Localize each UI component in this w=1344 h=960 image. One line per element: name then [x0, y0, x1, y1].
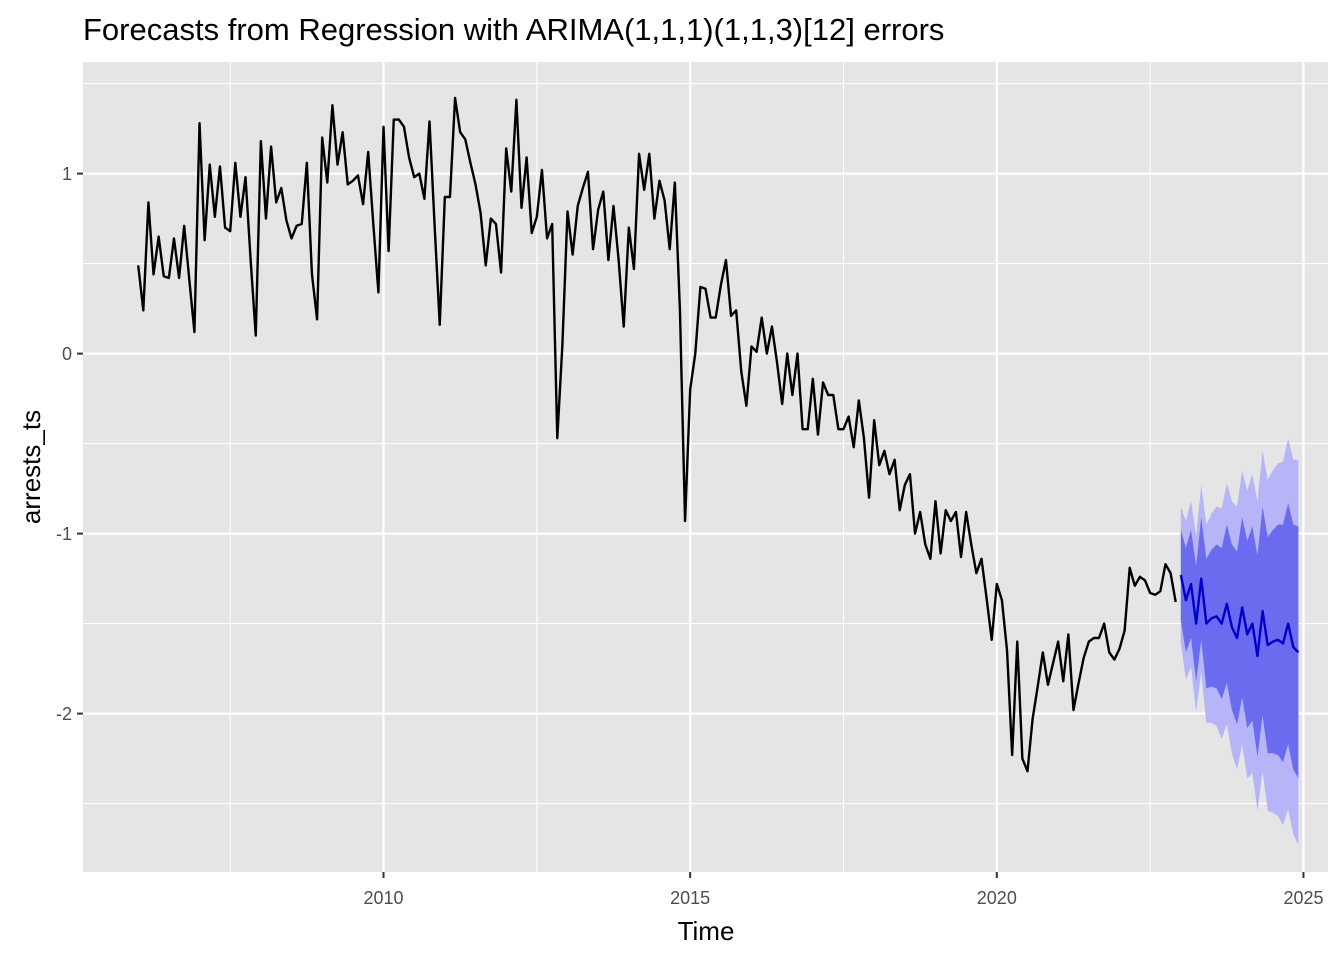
minor-gridlines [83, 62, 1328, 872]
x-tick-label: 2025 [1283, 888, 1323, 908]
history-line [137, 96, 1177, 773]
history-series [137, 96, 1177, 773]
interval-80-band [1180, 503, 1299, 779]
y-tick-label: 0 [62, 344, 72, 364]
y-tick-label: 1 [62, 164, 72, 184]
x-axis: 2010 2015 2020 2025 [363, 872, 1323, 908]
plot-panel [83, 62, 1328, 872]
y-axis: 1 0 -1 -2 [56, 164, 83, 724]
prediction-interval-80 [1180, 503, 1299, 779]
x-tick-label: 2020 [977, 888, 1017, 908]
y-tick-label: -2 [56, 704, 72, 724]
x-tick-label: 2015 [670, 888, 710, 908]
y-tick-label: -1 [56, 524, 72, 544]
forecast-line [1179, 574, 1300, 658]
y-axis-title: arrests_ts [16, 410, 46, 524]
x-axis-title: Time [678, 916, 735, 946]
forecast-series [1179, 574, 1300, 658]
major-gridlines [83, 62, 1328, 872]
x-tick-label: 2010 [363, 888, 403, 908]
chart-title: Forecasts from Regression with ARIMA(1,1… [83, 12, 944, 47]
